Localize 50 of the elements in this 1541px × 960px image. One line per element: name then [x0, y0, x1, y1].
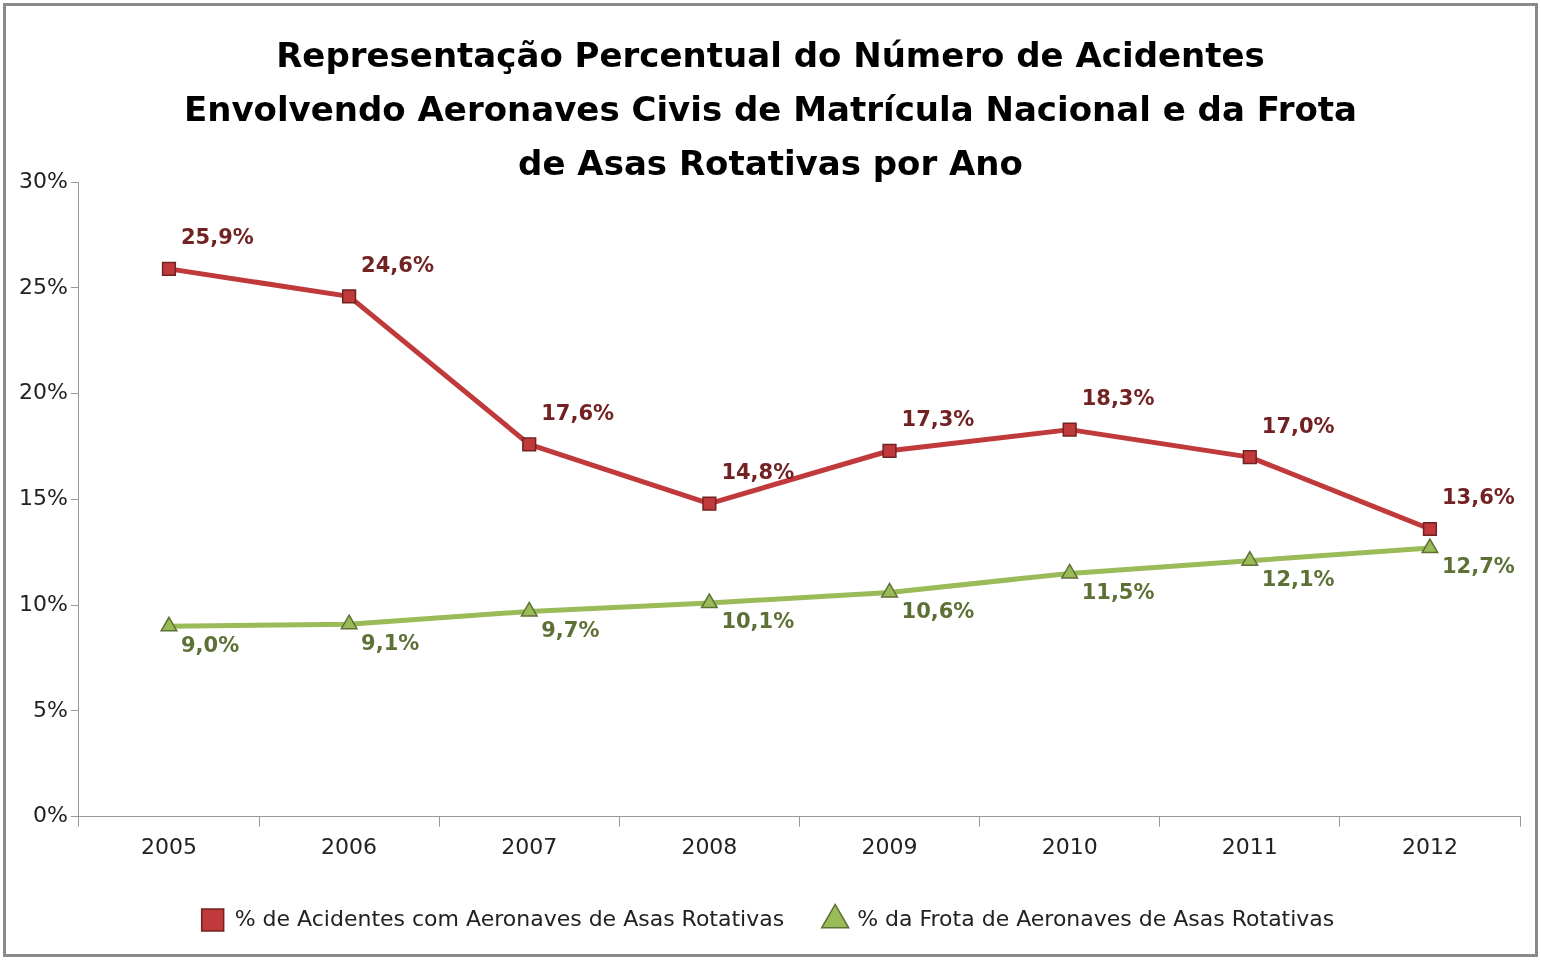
- chart-title: Representação Percentual do Número de Acidentes Envolvendo Aeronaves Civis de Matrícula Nacional e da Frota de Asas Rotativas por Ano: [182, 34, 1359, 185]
- data-label: 17,3%: [901, 407, 975, 432]
- data-label: 11,5%: [1081, 579, 1155, 604]
- y-tick-label: 0%: [32, 802, 68, 828]
- x-tick-label: 2007: [501, 833, 558, 859]
- point: [161, 261, 177, 277]
- data-label: 25,9%: [180, 225, 254, 250]
- point: [340, 614, 358, 630]
- point: [1421, 538, 1439, 554]
- data-label: 13,6%: [1441, 485, 1515, 510]
- x-tick-label: 2009: [861, 833, 918, 859]
- legend-label: % de Acidentes com Aeronaves de Asas Rotativas: [234, 905, 785, 931]
- y-tick-label: 10%: [18, 590, 68, 616]
- point: [700, 593, 718, 609]
- point: [880, 582, 899, 598]
- data-label: 17,0%: [1261, 413, 1335, 438]
- data-label: 9,7%: [541, 617, 600, 642]
- point: [522, 437, 537, 452]
- data-label: 17,6%: [541, 400, 615, 425]
- x-tick-label: 2011: [1221, 833, 1278, 859]
- data-label: 10,1%: [721, 609, 795, 634]
- x-tick-label: 2010: [1041, 833, 1098, 859]
- point: [702, 496, 717, 511]
- data-label: 12,7%: [1441, 554, 1515, 579]
- point: [1241, 550, 1259, 566]
- data-label: 18,3%: [1081, 386, 1155, 411]
- data-label: 10,6%: [901, 598, 975, 623]
- y-tick-label: 25%: [18, 273, 68, 299]
- y-tick-label: 5%: [32, 696, 68, 722]
- data-label: 24,6%: [361, 252, 434, 277]
- point: [1062, 422, 1077, 437]
- data-label: 12,1%: [1261, 567, 1335, 592]
- point: [341, 289, 357, 304]
- y-tick-label: 15%: [18, 485, 68, 511]
- point: [1061, 563, 1079, 579]
- x-tick-label: 2008: [681, 833, 738, 859]
- data-label: 14,8%: [721, 460, 795, 485]
- x-tick-label: 2006: [321, 833, 378, 859]
- y-tick-label: 20%: [18, 379, 68, 405]
- data-label: 9,1%: [361, 630, 420, 655]
- point: [882, 443, 897, 458]
- point: [520, 601, 538, 617]
- legend-label: % da Frota de Aeronaves de Asas Rotativas: [857, 905, 1335, 931]
- x-tick-label: 2012: [1401, 833, 1458, 859]
- data-label: 9,0%: [180, 632, 240, 657]
- y-tick-label: 30%: [18, 167, 68, 193]
- point: [1422, 521, 1438, 537]
- point: [1242, 449, 1257, 465]
- x-tick-label: 2005: [140, 833, 197, 859]
- point: [160, 616, 178, 632]
